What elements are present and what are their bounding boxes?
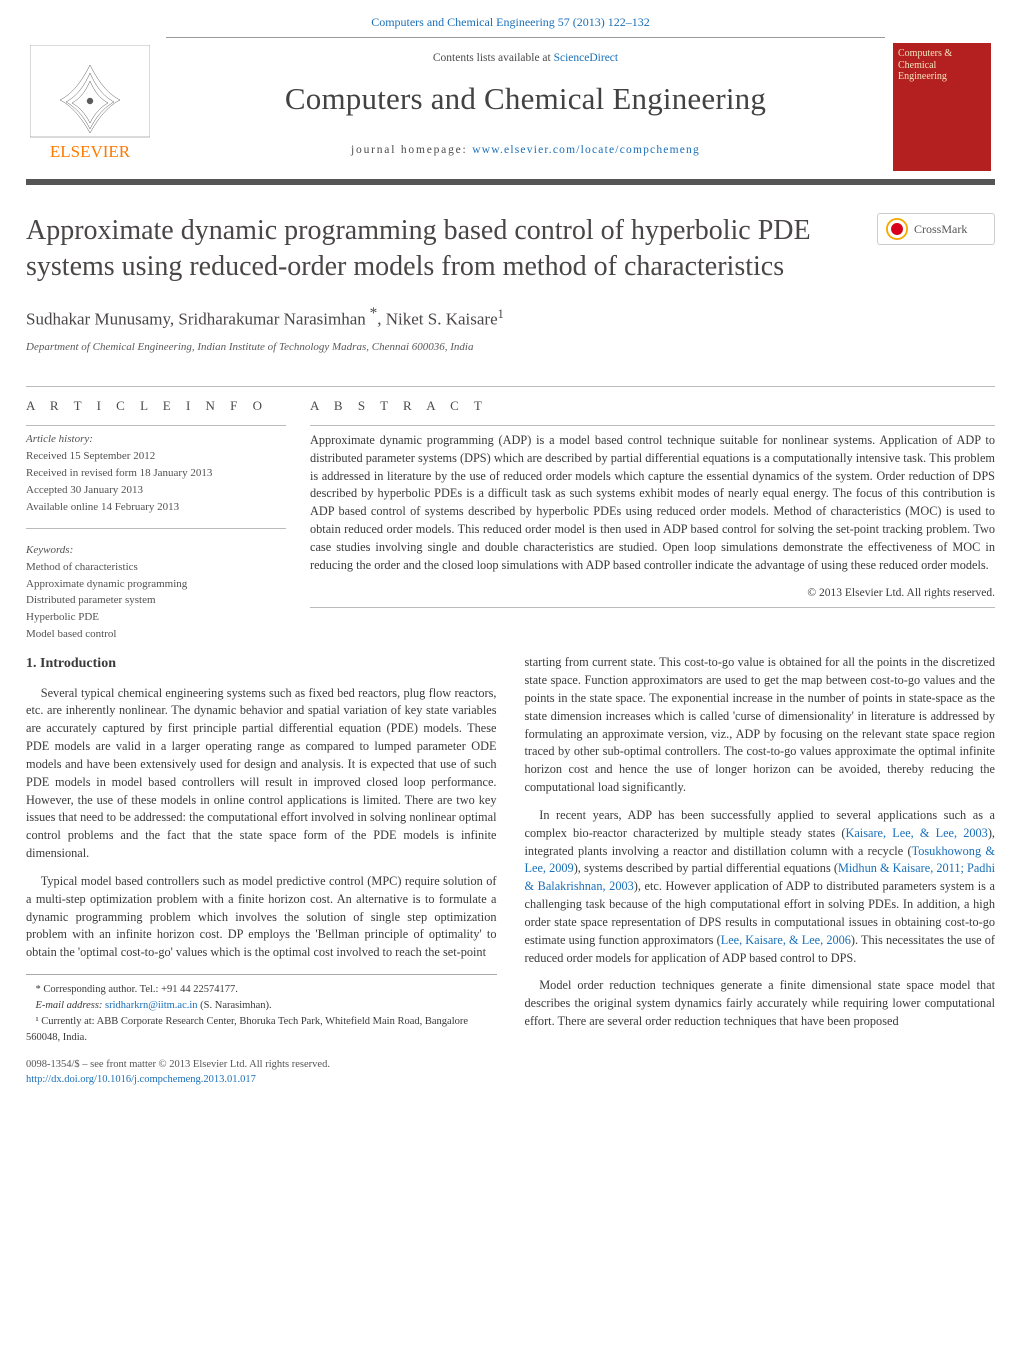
section-heading: 1. Introduction <box>26 654 497 674</box>
homepage-link[interactable]: www.elsevier.com/locate/compchemeng <box>472 144 700 156</box>
abstract-text: Approximate dynamic programming (ADP) is… <box>310 432 995 575</box>
journal-reference-link[interactable]: Computers and Chemical Engineering 57 (2… <box>0 0 1021 37</box>
publisher-logo-cell: ELSEVIER <box>26 37 166 179</box>
email-label: E-mail address: <box>35 1000 105 1011</box>
body-text: ), systems described by partial differen… <box>574 861 838 875</box>
homepage-label: journal homepage: <box>351 144 472 156</box>
sciencedirect-link[interactable]: ScienceDirect <box>554 52 619 64</box>
footnote-mark: 1 <box>498 307 504 321</box>
email-footnote: E-mail address: sridharkrn@iitm.ac.in (S… <box>26 998 497 1013</box>
contents-line: Contents lists available at ScienceDirec… <box>174 50 877 67</box>
keyword: Distributed parameter system <box>26 593 286 609</box>
keyword: Model based control <box>26 627 286 643</box>
body-paragraph: In recent years, ADP has been successful… <box>525 807 996 967</box>
publisher-name: ELSEVIER <box>50 142 131 161</box>
homepage-line: journal homepage: www.elsevier.com/locat… <box>174 142 877 159</box>
author-names-2: , Niket S. Kaisare <box>377 310 497 329</box>
journal-title: Computers and Chemical Engineering <box>174 77 877 122</box>
divider <box>310 425 995 426</box>
email-link[interactable]: sridharkrn@iitm.ac.in <box>105 1000 197 1011</box>
cover-cell: Computers & Chemical Engineering <box>885 37 995 179</box>
citation-link[interactable]: Lee, Kaisare, & Lee, 2006 <box>721 933 851 947</box>
page-footer: 0098-1354/$ – see front matter © 2013 El… <box>0 1045 1021 1105</box>
history-label: Article history: <box>26 432 286 448</box>
keywords-label: Keywords: <box>26 543 286 559</box>
history-revised: Received in revised form 18 January 2013 <box>26 466 286 482</box>
body-paragraph: Model order reduction techniques generat… <box>525 977 996 1030</box>
history-online: Available online 14 February 2013 <box>26 500 286 516</box>
journal-cover: Computers & Chemical Engineering <box>893 43 991 171</box>
body-columns: 1. Introduction Several typical chemical… <box>0 654 1021 1045</box>
cover-title: Computers & Chemical Engineering <box>898 48 986 83</box>
affiliation: Department of Chemical Engineering, Indi… <box>26 340 995 356</box>
article-title: Approximate dynamic programming based co… <box>26 213 877 285</box>
address-footnote: ¹ Currently at: ABB Corporate Research C… <box>26 1014 497 1044</box>
article-info: A R T I C L E I N F O Article history: R… <box>26 387 286 644</box>
keyword: Method of characteristics <box>26 560 286 576</box>
citation-link[interactable]: Kaisare, Lee, & Lee, 2003 <box>845 826 987 840</box>
corresponding-footnote: * Corresponding author. Tel.: +91 44 225… <box>26 982 497 997</box>
masthead-center: Contents lists available at ScienceDirec… <box>166 37 885 179</box>
crossmark-label: CrossMark <box>914 221 967 238</box>
crossmark-icon <box>886 218 908 240</box>
history-received: Received 15 September 2012 <box>26 449 286 465</box>
abstract-heading: A B S T R A C T <box>310 387 995 422</box>
divider <box>26 425 286 426</box>
elsevier-logo: ELSEVIER <box>30 45 150 165</box>
footnotes: * Corresponding author. Tel.: +91 44 225… <box>26 974 497 1045</box>
doi-link[interactable]: http://dx.doi.org/10.1016/j.compchemeng.… <box>26 1074 256 1085</box>
authors: Sudhakar Munusamy, Sridharakumar Narasim… <box>26 303 995 332</box>
divider <box>26 528 286 529</box>
masthead: ELSEVIER Contents lists available at Sci… <box>26 37 995 185</box>
email-suffix: (S. Narasimhan). <box>198 1000 272 1011</box>
keyword: Approximate dynamic programming <box>26 577 286 593</box>
author-names-1: Sudhakar Munusamy, Sridharakumar Narasim… <box>26 310 366 329</box>
history-accepted: Accepted 30 January 2013 <box>26 483 286 499</box>
front-matter-line: 0098-1354/$ – see front matter © 2013 El… <box>26 1057 995 1072</box>
crossmark-badge[interactable]: CrossMark <box>877 213 995 245</box>
keyword: Hyperbolic PDE <box>26 610 286 626</box>
body-paragraph: Several typical chemical engineering sys… <box>26 685 497 863</box>
abstract: A B S T R A C T Approximate dynamic prog… <box>310 387 995 644</box>
article-info-heading: A R T I C L E I N F O <box>26 387 286 422</box>
contents-prefix: Contents lists available at <box>433 52 554 64</box>
abstract-copyright: © 2013 Elsevier Ltd. All rights reserved… <box>310 585 995 602</box>
body-paragraph: starting from current state. This cost-t… <box>525 654 996 797</box>
corresponding-mark: * <box>366 305 377 322</box>
divider <box>310 607 995 608</box>
body-paragraph: Typical model based controllers such as … <box>26 873 497 962</box>
